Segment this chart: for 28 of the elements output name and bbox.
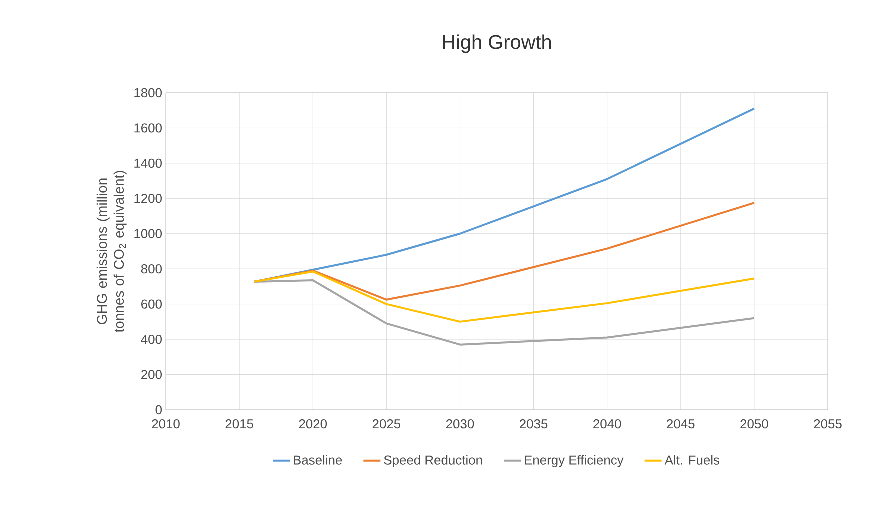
y-tick-label: 0 — [156, 405, 162, 415]
legend-label: Speed Reduction — [384, 455, 482, 468]
y-tick-label: 1800 — [134, 88, 162, 98]
y-tick-label: 400 — [141, 334, 162, 344]
x-tick-label: 2035 — [520, 420, 548, 429]
x-tick-label: 2010 — [152, 420, 180, 429]
x-tick-label: 2040 — [594, 420, 622, 429]
y-tick-label: 600 — [142, 300, 162, 309]
line-series — [253, 270, 756, 323]
legend-label: Alt. Fuels — [664, 455, 720, 465]
y-tick-label: 1000 — [134, 229, 162, 238]
y-tick-label: 800 — [141, 264, 162, 274]
legend-label: Energy Efficiency — [525, 455, 624, 468]
y-tick-label: 1400 — [134, 158, 162, 168]
x-tick-label: 2015 — [226, 420, 254, 429]
x-tick-label: 2050 — [740, 420, 768, 429]
x-tick-label: 2045 — [667, 420, 695, 429]
line-series — [253, 202, 756, 301]
y-tick-label: 1200 — [134, 194, 162, 204]
chart-title: High Growth — [443, 34, 552, 54]
line-series — [253, 280, 756, 346]
y-tick-label: 200 — [142, 370, 162, 380]
x-tick-label: 2055 — [814, 420, 842, 429]
x-tick-label: 2030 — [446, 420, 474, 429]
x-tick-label: 2020 — [299, 420, 328, 429]
y-tick-label: 1600 — [134, 124, 162, 133]
legend-label: Baseline — [294, 455, 342, 465]
x-tick-label: 2025 — [372, 420, 401, 429]
